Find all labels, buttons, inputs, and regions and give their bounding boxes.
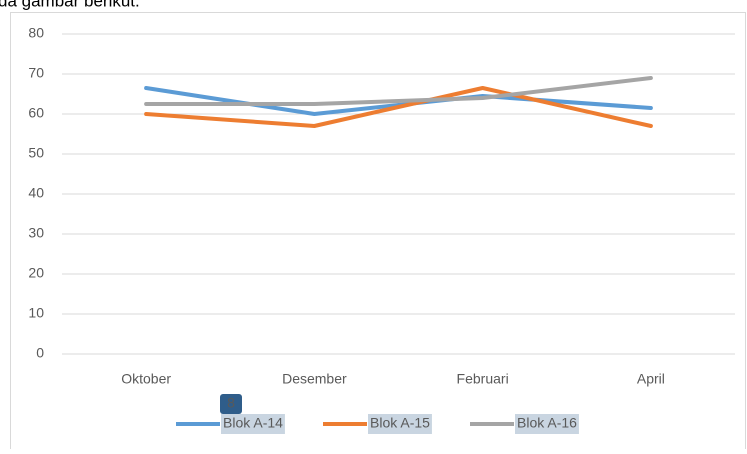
- legend-label: Blok A-16: [517, 415, 577, 431]
- y-tick-label: 60: [28, 105, 44, 121]
- y-tick-label: 50: [28, 145, 44, 161]
- y-tick-label: 10: [28, 305, 44, 321]
- badge-text: 8: [227, 395, 235, 411]
- chart: 0 10 20 30 40 50 60 70 80 Oktober Desember Februari…: [28, 25, 735, 434]
- x-tick-label: April: [637, 371, 665, 387]
- y-tick-label: 0: [36, 345, 44, 361]
- y-tick-label: 70: [28, 65, 44, 81]
- series-line: [144, 86, 653, 128]
- y-tick-label: 30: [28, 225, 44, 241]
- legend-label: Blok A-14: [223, 415, 283, 431]
- x-tick-label: Desember: [282, 371, 347, 387]
- y-tick-label: 80: [28, 25, 44, 41]
- y-tick-label: 40: [28, 185, 44, 201]
- header-text: da gambar berikut.: [0, 0, 140, 10]
- badge: [220, 394, 242, 414]
- text-selection: [221, 414, 285, 434]
- legend-label: Blok A-15: [370, 415, 430, 431]
- text-selection: [368, 414, 432, 434]
- series-line: [144, 76, 653, 106]
- text-selection: [515, 414, 579, 434]
- x-tick-label: Oktober: [121, 371, 171, 387]
- chart-frame: [10, 12, 746, 454]
- x-tick-label: Februari: [457, 371, 509, 387]
- y-tick-label: 20: [28, 265, 44, 281]
